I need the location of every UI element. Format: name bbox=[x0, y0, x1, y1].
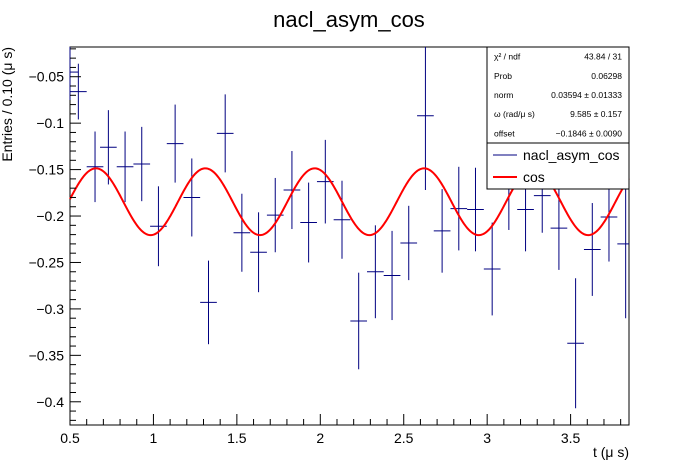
data-point bbox=[70, 63, 87, 120]
stats-row: χ² / ndf 43.84 / 31 bbox=[494, 52, 622, 62]
data-point bbox=[567, 278, 584, 409]
y-tick-label: −0.05 bbox=[29, 69, 65, 85]
data-point bbox=[550, 186, 568, 270]
stats-row: offset −0.1846 ± 0.0090 bbox=[494, 128, 622, 138]
data-point bbox=[86, 131, 104, 203]
data-point bbox=[450, 166, 468, 251]
x-tick-label: 2.5 bbox=[394, 430, 414, 446]
y-tick-label: −0.35 bbox=[29, 347, 65, 363]
data-point bbox=[400, 205, 418, 281]
stats-value: 0.03594 ± 0.01333 bbox=[551, 90, 622, 100]
data-point bbox=[300, 182, 317, 263]
x-tick-label: 3 bbox=[483, 430, 491, 446]
data-point bbox=[583, 203, 601, 296]
stats-row: ω (rad/μ s) 9.585 ± 0.157 bbox=[494, 109, 622, 119]
stats-box: χ² / ndf 43.84 / 31 Prob 0.06298 norm 0.03594… bbox=[486, 46, 630, 144]
data-point bbox=[383, 230, 401, 321]
stats-box-border bbox=[486, 46, 630, 144]
data-point bbox=[467, 167, 484, 252]
data-point bbox=[100, 110, 117, 185]
data-point bbox=[283, 151, 301, 230]
axes-layer: 0.5 1 1.5 2 2.5 3 3.5 −0.05 −0.1 −0.15 −0.2 −0.25 −0… bbox=[29, 48, 622, 446]
data-point bbox=[333, 180, 351, 259]
y-tick-label: −0.4 bbox=[36, 394, 64, 410]
y-tick-label: −0.1 bbox=[36, 115, 64, 131]
data-point bbox=[483, 222, 501, 316]
x-axis-title: t (μ s) bbox=[593, 444, 629, 460]
x-tick-label: 2 bbox=[316, 430, 324, 446]
legend-entry: cos bbox=[493, 169, 545, 185]
x-tick-label: 3.5 bbox=[561, 430, 581, 446]
plot-area-border bbox=[69, 46, 630, 426]
legend-border bbox=[486, 142, 630, 190]
data-point bbox=[250, 212, 267, 293]
data-point bbox=[216, 94, 234, 173]
y-tick-label: −0.3 bbox=[36, 301, 64, 317]
stats-label: Prob bbox=[494, 71, 512, 81]
stats-row: Prob 0.06298 bbox=[494, 71, 622, 81]
plot-frame bbox=[69, 46, 630, 426]
data-point bbox=[417, 47, 434, 191]
chart-title: nacl_asym_cos bbox=[273, 7, 425, 32]
y-tick-label: −0.25 bbox=[29, 254, 65, 270]
data-point bbox=[166, 104, 184, 183]
stats-value: 0.06298 bbox=[591, 71, 622, 81]
x-tick-label: 0.5 bbox=[60, 430, 80, 446]
stats-label: ω (rad/μ s) bbox=[494, 109, 535, 119]
stats-label: χ² / ndf bbox=[494, 52, 521, 62]
data-point bbox=[233, 193, 251, 272]
y-tick-label: −0.15 bbox=[29, 162, 65, 178]
y-axis-title: Entries / 0.10 (μ s) bbox=[0, 47, 15, 162]
legend-label: cos bbox=[523, 169, 545, 185]
data-point bbox=[183, 158, 201, 237]
x-tick-label: 1 bbox=[150, 430, 158, 446]
data-point bbox=[116, 131, 134, 203]
stats-label: norm bbox=[494, 90, 513, 100]
stats-label: offset bbox=[494, 128, 515, 138]
x-tick-label: 1.5 bbox=[227, 430, 247, 446]
data-point bbox=[200, 260, 217, 345]
legend-entry: nacl_asym_cos bbox=[493, 147, 620, 163]
y-tick-label: −0.2 bbox=[36, 208, 64, 224]
stats-row: norm 0.03594 ± 0.01333 bbox=[494, 90, 622, 100]
legend-label: nacl_asym_cos bbox=[523, 147, 620, 163]
data-point bbox=[350, 272, 368, 370]
data-layer bbox=[69, 47, 629, 409]
data-point bbox=[617, 169, 629, 319]
data-point bbox=[133, 126, 151, 202]
stats-value: 9.585 ± 0.157 bbox=[570, 109, 622, 119]
data-point bbox=[433, 189, 451, 273]
stats-value: −0.1846 ± 0.0090 bbox=[556, 128, 623, 138]
stats-value: 43.84 / 31 bbox=[584, 52, 622, 62]
data-point bbox=[367, 225, 384, 319]
